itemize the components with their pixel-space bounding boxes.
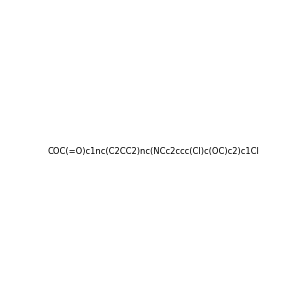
Text: COC(=O)c1nc(C2CC2)nc(NCc2ccc(Cl)c(OC)c2)c1Cl: COC(=O)c1nc(C2CC2)nc(NCc2ccc(Cl)c(OC)c2)… [48, 147, 260, 156]
